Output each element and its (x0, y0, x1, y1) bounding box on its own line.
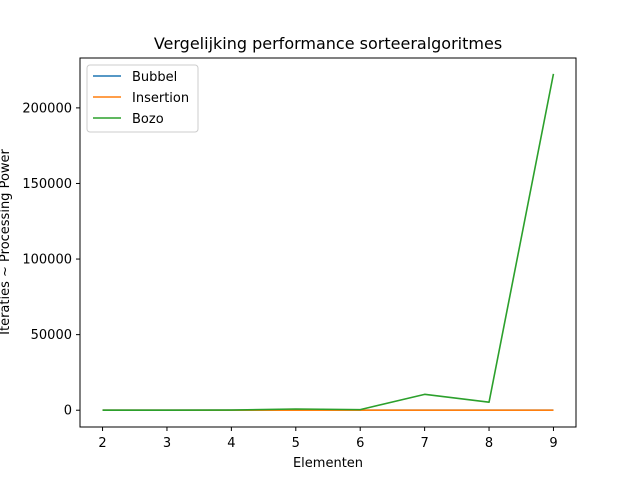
x-tick-label: 4 (227, 436, 235, 451)
x-tick-label: 9 (549, 436, 557, 451)
y-tick-label: 150000 (22, 177, 72, 192)
y-axis: 0 50000 100000 150000 200000 (22, 101, 80, 419)
series-layer (102, 73, 555, 412)
x-axis: 2 3 4 5 6 7 8 9 (98, 427, 558, 451)
chart-title: Vergelijking performance sorteeralgoritm… (154, 34, 502, 53)
plot-frame (79, 57, 577, 428)
y-tick-label: 200000 (22, 101, 72, 116)
y-tick-label: 100000 (22, 253, 72, 268)
x-tick-label: 5 (292, 436, 300, 451)
x-axis-label: Elementen (293, 456, 363, 471)
series-line-bozo (102, 73, 555, 412)
y-tick-label: 50000 (31, 328, 72, 343)
legend: Bubbel Insertion Bozo (86, 64, 199, 133)
legend-label-bubbel: Bubbel (132, 70, 177, 85)
legend-label-insertion: Insertion (132, 91, 189, 106)
x-tick-label: 6 (356, 436, 364, 451)
y-tick-label: 0 (64, 404, 72, 419)
x-tick-label: 2 (98, 436, 106, 451)
x-tick-label: 8 (485, 436, 493, 451)
x-tick-label: 7 (420, 436, 428, 451)
y-axis-label: Iteraties ~ Processing Power (0, 148, 13, 334)
legend-box (86, 64, 199, 133)
x-tick-label: 3 (163, 436, 171, 451)
legend-label-bozo: Bozo (132, 112, 164, 127)
